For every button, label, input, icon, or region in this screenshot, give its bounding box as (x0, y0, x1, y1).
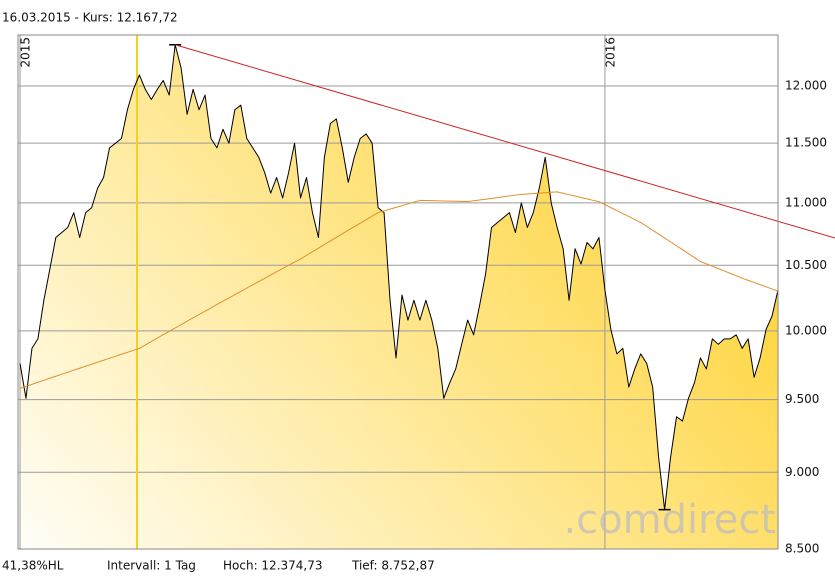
chart-title: 16.03.2015 - Kurs: 12.167,72 (2, 11, 178, 25)
y-tick-label: 12.000 (785, 79, 827, 93)
footer-stat: 41,38%HL (2, 559, 64, 573)
trend-line (175, 44, 835, 239)
y-tick-label: 11.000 (785, 195, 827, 209)
y-tick-label: 8.500 (785, 542, 819, 556)
footer-stat: Intervall: 1 Tag (107, 559, 196, 573)
footer-stat: Tief: 8.752,87 (351, 559, 435, 573)
price-area (20, 44, 778, 549)
plot-frame (17, 34, 779, 550)
y-tick-label: 9.500 (785, 392, 819, 406)
x-tick-label: 2015 (19, 37, 33, 68)
y-tick-label: 11.500 (785, 136, 827, 150)
x-tick-label: 2016 (603, 37, 617, 68)
lines-layer (19, 44, 835, 511)
y-tick-label: 10.500 (785, 258, 827, 272)
footer-stat: Hoch: 12.374,73 (223, 559, 323, 573)
y-tick-label: 9.000 (785, 465, 819, 479)
moving-average-line (19, 191, 779, 389)
price-line (19, 44, 779, 511)
y-tick-label: 10.000 (785, 323, 827, 337)
area-layer (20, 44, 778, 549)
watermark: .comdirect (564, 497, 777, 543)
